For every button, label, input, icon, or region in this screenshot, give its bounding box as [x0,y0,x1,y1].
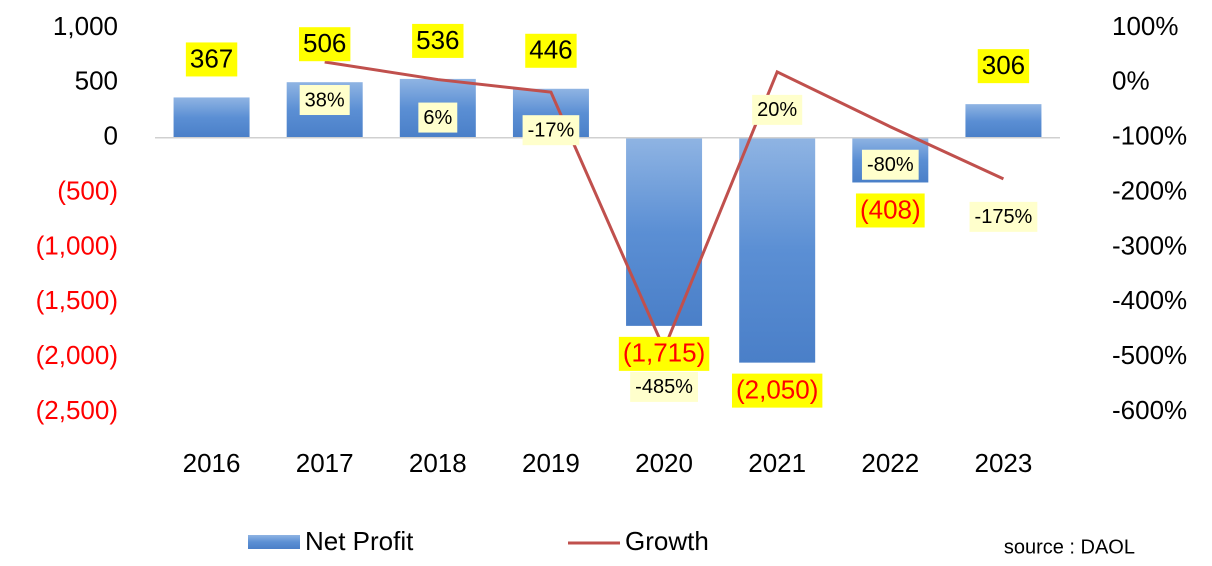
bar-value-label: (408) [855,193,925,228]
growth-value-label: -175% [969,201,1038,232]
x-tick-label: 2019 [522,448,580,478]
bar [965,104,1042,138]
growth-value-text: -485% [635,376,693,398]
label-box [412,23,464,58]
x-tick-label: 2022 [861,448,919,478]
y-tick-label: (1,000) [36,230,118,260]
y2-tick-label: -300% [1112,230,1187,260]
bar [173,97,250,138]
y-tick-label: 500 [75,66,118,96]
y2-tick-label: 100% [1112,11,1179,41]
bar-value-text: (2,050) [736,375,818,405]
y2-tick-label: -200% [1112,175,1187,205]
label-box [298,27,351,62]
y-tick-label: (1,500) [36,285,118,315]
y-tick-label: 1,000 [53,11,118,41]
bar-value-label: (2,050) [731,373,823,408]
growth-value-text: 20% [757,99,797,121]
bar-value-text: 306 [982,50,1025,80]
bar-value-label: 306 [977,49,1030,84]
bar [626,137,703,326]
label-box [522,115,580,146]
bar-value-label: 536 [412,23,464,58]
bar-value-text: (408) [860,194,921,224]
bar-value-text: 506 [303,28,346,58]
bar-value-label: 367 [185,42,238,77]
y-tick-label: (2,500) [36,395,118,425]
growth-value-label: -80% [861,149,919,180]
growth-value-label: 6% [418,102,458,133]
bar-value-label: 446 [525,33,577,68]
x-tick-label: 2016 [183,448,241,478]
bar-value-text: 367 [190,43,233,73]
label-box [299,85,350,116]
label-box [618,336,710,371]
x-tick-label: 2023 [975,448,1033,478]
label-box [418,102,458,133]
y2-tick-label: -100% [1112,121,1187,151]
label-box [731,373,823,408]
y2-tick-label: -600% [1112,395,1187,425]
growth-value-label: -17% [522,115,580,146]
label-box [969,201,1038,232]
growth-value-text: -175% [975,206,1033,228]
growth-value-text: -17% [528,119,575,141]
growth-value-text: 38% [305,89,345,111]
growth-value-text: 6% [423,107,452,129]
y-tick-label: (2,000) [36,340,118,370]
label-box [977,49,1030,84]
bar-value-text: 536 [416,25,459,55]
bar-value-text: (1,715) [623,338,705,368]
label-box [855,193,925,228]
growth-value-label: 20% [752,94,803,125]
growth-value-label: 38% [299,85,350,116]
y2-tick-label: 0% [1112,66,1150,96]
x-tick-label: 2021 [748,448,806,478]
bar-value-text: 446 [529,35,572,65]
y-tick-label: (500) [57,175,118,205]
y2-tick-label: -400% [1112,285,1187,315]
bar-value-label: 506 [298,27,351,62]
x-tick-label: 2020 [635,448,693,478]
x-tick-label: 2017 [296,448,354,478]
legend-swatch [248,535,300,549]
growth-value-label: -485% [630,371,698,402]
y2-tick-label: -500% [1112,340,1187,370]
bar-value-label: (1,715) [618,336,710,371]
label-box [630,371,698,402]
label-box [861,149,919,180]
x-tick-label: 2018 [409,448,467,478]
y-tick-label: 0 [104,121,118,151]
label-box [752,94,803,125]
label-box [185,42,238,77]
legend-label: Growth [625,526,709,556]
legend-label: Net Profit [305,526,414,556]
source-note: source : DAOL [1004,536,1135,558]
growth-value-text: -80% [867,154,914,176]
bar [739,137,816,363]
label-box [525,33,577,68]
